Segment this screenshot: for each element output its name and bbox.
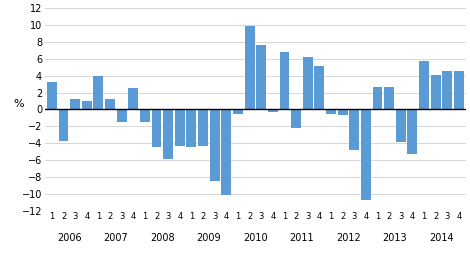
Bar — [105, 99, 115, 109]
Bar — [117, 109, 126, 122]
Bar — [326, 109, 336, 114]
Bar — [349, 109, 359, 150]
Bar — [419, 61, 429, 109]
Bar — [373, 87, 383, 109]
Bar — [221, 109, 231, 196]
Text: 2013: 2013 — [383, 233, 407, 243]
Bar — [361, 109, 371, 200]
Bar — [140, 109, 150, 122]
Text: 2012: 2012 — [336, 233, 361, 243]
Bar — [337, 109, 347, 115]
Bar — [454, 70, 464, 109]
Text: 2008: 2008 — [150, 233, 175, 243]
Bar — [442, 70, 452, 109]
Bar — [314, 66, 324, 109]
Y-axis label: %: % — [14, 99, 24, 109]
Bar — [210, 109, 219, 181]
Bar — [47, 82, 57, 109]
Bar — [431, 75, 440, 109]
Text: 2007: 2007 — [103, 233, 128, 243]
Bar — [303, 57, 313, 109]
Text: 2014: 2014 — [429, 233, 454, 243]
Bar — [233, 109, 243, 114]
Bar — [384, 87, 394, 109]
Bar — [291, 109, 301, 128]
Bar — [59, 109, 69, 141]
Bar — [187, 109, 196, 147]
Bar — [163, 109, 173, 159]
Bar — [280, 52, 290, 109]
Bar — [175, 109, 185, 146]
Text: 2006: 2006 — [57, 233, 82, 243]
Bar — [82, 101, 92, 109]
Bar — [152, 109, 162, 147]
Text: 2009: 2009 — [196, 233, 221, 243]
Bar — [396, 109, 406, 142]
Bar — [407, 109, 417, 154]
Bar — [268, 109, 278, 112]
Bar — [94, 76, 103, 109]
Bar — [198, 109, 208, 146]
Bar — [128, 88, 138, 109]
Text: 2011: 2011 — [290, 233, 314, 243]
Bar — [256, 45, 266, 109]
Bar — [70, 99, 80, 109]
Text: 2010: 2010 — [243, 233, 268, 243]
Bar — [244, 26, 255, 109]
